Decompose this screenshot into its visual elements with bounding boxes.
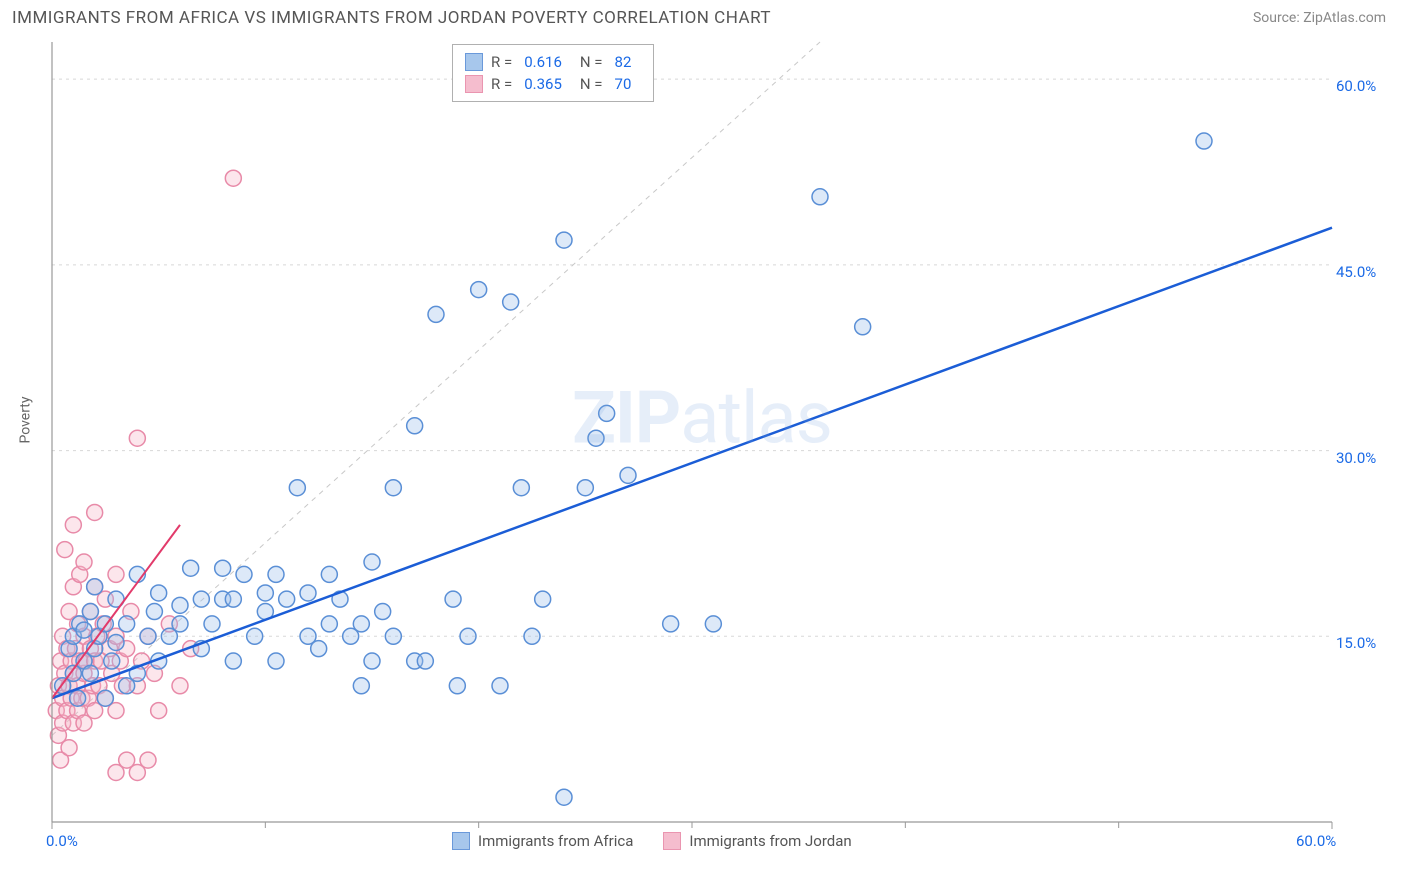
source-label: Source: ZipAtlas.com (1253, 10, 1386, 26)
legend-series-name: Immigrants from Africa (478, 832, 633, 850)
y-grid-label: 15.0% (1336, 634, 1376, 652)
legend-swatch (663, 832, 681, 850)
chart-title: IMMIGRANTS FROM AFRICA VS IMMIGRANTS FRO… (12, 8, 771, 28)
legend-n-label: N = (580, 73, 603, 95)
header-bar: IMMIGRANTS FROM AFRICA VS IMMIGRANTS FRO… (0, 0, 1406, 32)
legend-series-name: Immigrants from Jordan (689, 832, 851, 850)
legend-correlation-row: R = 0.365 N = 70 (465, 73, 641, 95)
legend-swatch (465, 75, 483, 93)
legend-r-value: 0.616 (524, 51, 562, 73)
scatter-chart-svg (12, 32, 1392, 872)
y-grid-label: 30.0% (1336, 449, 1376, 467)
legend-series-item: Immigrants from Africa (452, 832, 633, 850)
y-grid-label: 45.0% (1336, 263, 1376, 281)
series-legend: Immigrants from Africa Immigrants from Jo… (452, 832, 852, 850)
legend-r-value: 0.365 (524, 73, 562, 95)
legend-r-label: R = (491, 51, 512, 73)
legend-series-item: Immigrants from Jordan (663, 832, 851, 850)
legend-n-label: N = (580, 51, 603, 73)
chart-area: Poverty ZIPatlas R =0.616N =82R =0.365N … (12, 32, 1392, 872)
correlation-legend-box: R = 0.616 N = 82 R = 0.365 N = 70 (452, 44, 654, 102)
x-tick-label: 60.0% (1296, 832, 1336, 850)
x-tick-label: 0.0% (46, 832, 78, 850)
legend-n-value: 70 (615, 73, 632, 95)
y-grid-label: 60.0% (1336, 77, 1376, 95)
legend-correlation-row: R = 0.616 N = 82 (465, 51, 641, 73)
legend-swatch (465, 53, 483, 71)
legend-r-label: R = (491, 73, 512, 95)
legend-swatch (452, 832, 470, 850)
legend-n-value: 82 (615, 51, 632, 73)
